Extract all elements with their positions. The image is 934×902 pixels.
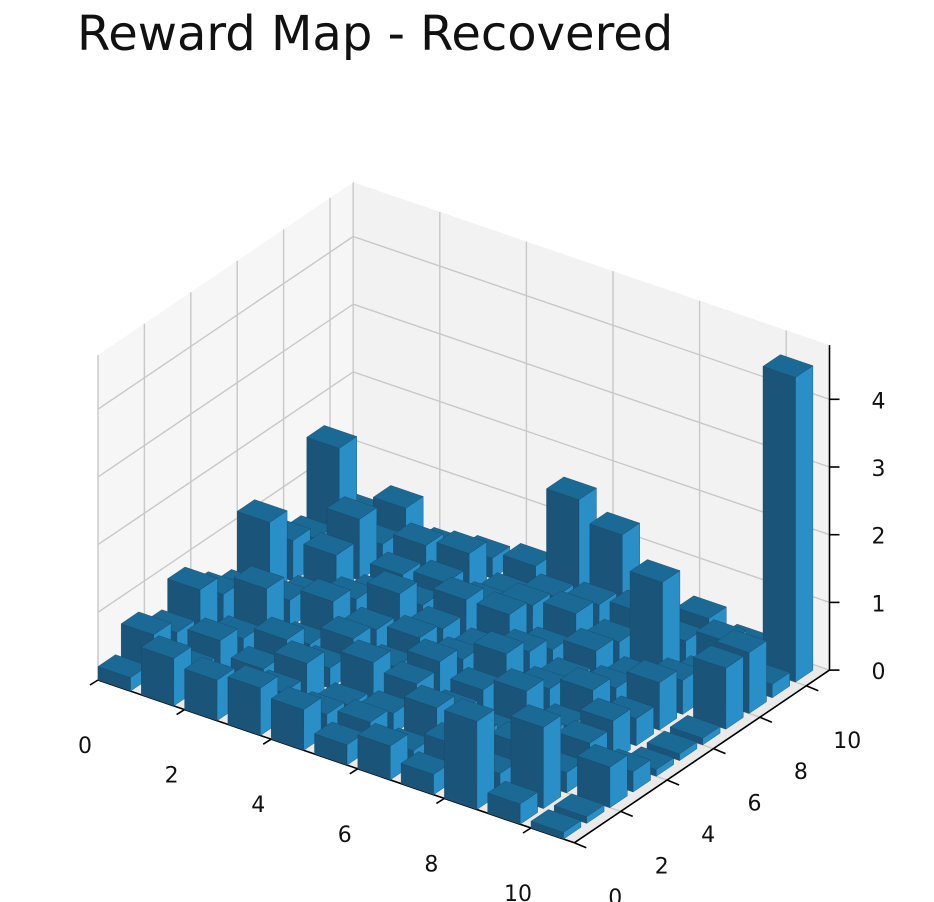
x-tick-mark	[522, 827, 532, 834]
pane-back	[353, 182, 830, 671]
bars	[97, 354, 814, 840]
x-tick-mark	[349, 768, 359, 775]
pane-left	[98, 182, 354, 681]
bar-10-0	[530, 809, 582, 840]
x-tick-mark	[176, 708, 186, 716]
y-tick-label: 4	[701, 823, 715, 848]
bar-2-0	[184, 656, 235, 722]
y-axis-line	[573, 669, 830, 844]
x-tick-mark	[435, 797, 445, 805]
y-tick-mark	[666, 779, 680, 786]
x-tick-label: 8	[424, 852, 438, 877]
x-tick-label: 10	[504, 882, 532, 902]
bar-9-0	[487, 780, 539, 825]
y-tick-label: 6	[748, 792, 762, 817]
bar-10-6	[669, 715, 721, 746]
y-tick-mark	[620, 810, 634, 818]
y-tick-mark	[759, 716, 773, 723]
bar-4-0	[270, 686, 322, 751]
tick-labels: 0 2 4 6 8 10 0 2 4 6 8 10 0 1 2 3 4	[78, 389, 886, 902]
y-tick-label: 10	[833, 729, 861, 754]
x-tick-mark	[262, 738, 272, 745]
y-tick-mark	[713, 747, 726, 755]
z-tick-label: 0	[872, 660, 886, 685]
bar-8-0	[443, 698, 495, 810]
x-tick-label: 6	[338, 823, 352, 848]
bar-3-0	[227, 664, 279, 736]
grid-left-z	[97, 371, 354, 546]
bar-1-0	[140, 635, 192, 707]
grid-back-z	[352, 235, 830, 400]
y-tick-label: 8	[794, 760, 808, 785]
grid-left-z	[97, 303, 354, 478]
y-tick-mark	[805, 685, 819, 692]
bar-8-8	[629, 559, 681, 685]
y-tick-mark	[573, 842, 587, 849]
x-tick-label: 4	[251, 793, 265, 818]
bar-5-10	[546, 476, 597, 609]
x-tick-label: 2	[165, 764, 179, 789]
bar-9-1	[510, 704, 562, 809]
bar-6-0	[357, 722, 409, 781]
x-tick-mark	[89, 679, 99, 686]
grid-left-z	[97, 235, 354, 410]
z-tick-label: 1	[872, 592, 886, 617]
grid-back-z	[352, 303, 830, 468]
bar-10-10	[762, 354, 814, 683]
bar-0-0	[97, 654, 149, 692]
z-tick-label: 3	[872, 457, 886, 482]
y-tick-label: 0	[608, 886, 622, 902]
z-tick-label: 2	[872, 525, 886, 550]
z-tick-label: 4	[872, 389, 886, 414]
y-tick-label: 2	[655, 854, 669, 879]
bar-10-7	[692, 645, 744, 730]
bar-10-5	[646, 730, 698, 761]
x-tick-label: 0	[78, 734, 92, 759]
bar-10-2	[576, 743, 628, 809]
grid-back-z	[352, 371, 830, 536]
chart-title: Reward Map - Recovered	[77, 6, 674, 62]
